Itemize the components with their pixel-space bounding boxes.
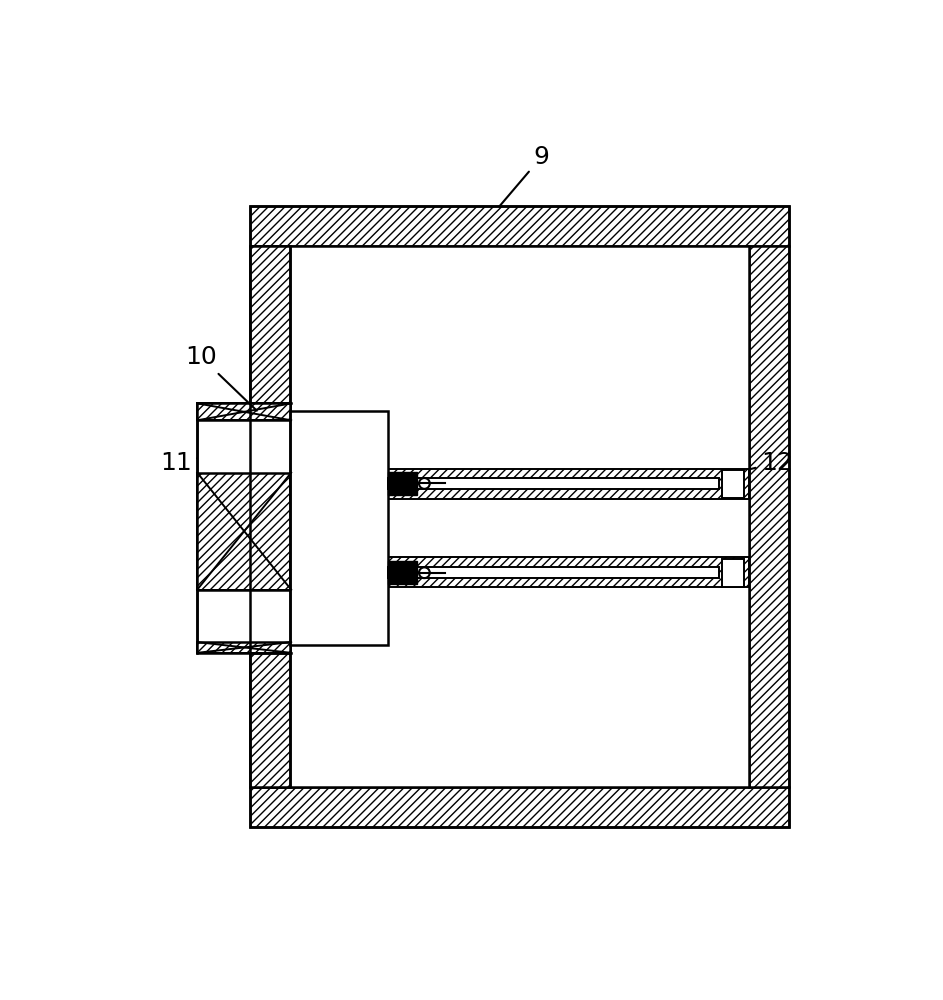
Bar [722,559,744,587]
Bar [389,478,719,489]
Bar [389,561,418,584]
Bar [250,206,788,246]
Bar [290,469,749,499]
Bar [250,246,290,787]
Bar [250,787,788,827]
Text: 9: 9 [500,145,550,206]
Bar [389,472,418,495]
Text: 12: 12 [716,451,793,477]
Bar [749,246,788,787]
Polygon shape [197,473,291,590]
Polygon shape [197,403,291,420]
Bar [290,246,749,787]
Bar [290,411,389,645]
Bar [722,470,744,498]
Bar [250,246,290,403]
Bar [197,420,291,473]
Text: 10: 10 [185,345,256,411]
Bar [290,557,749,587]
Bar [389,567,719,578]
Text: 11: 11 [159,451,229,475]
Bar [250,653,290,787]
Bar [197,590,291,642]
Bar [290,246,749,787]
Polygon shape [197,642,291,653]
Bar [250,206,788,827]
